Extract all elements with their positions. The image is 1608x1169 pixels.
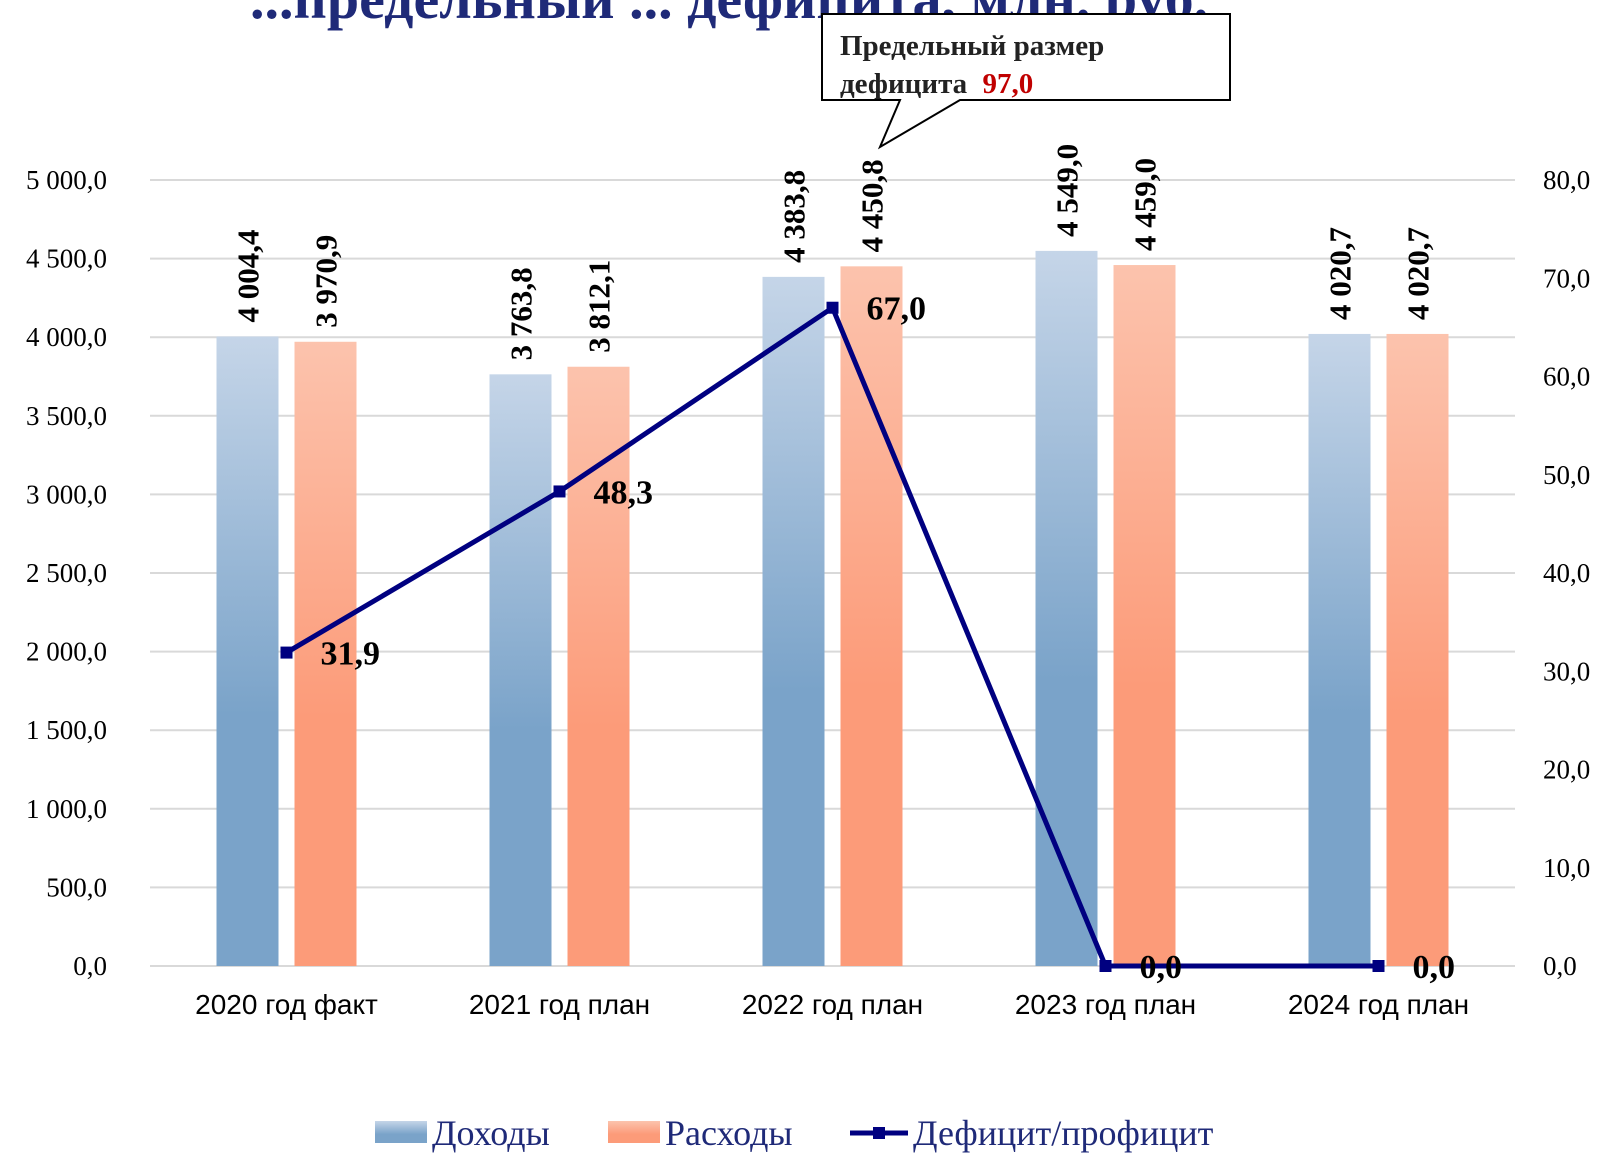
- deficit-callout: Предельный размер дефицита 97,0: [821, 13, 1231, 150]
- category-label: 2020 год факт: [195, 989, 378, 1020]
- deficit-value-label: 0,0: [1140, 949, 1183, 986]
- deficit-value-label: 31,9: [321, 636, 381, 673]
- bar-labels: 4 004,4 3 970,9 3 763,8 3 812,1 4 383,8 4 450…: [231, 144, 1436, 360]
- category-label: 2024 год план: [1288, 989, 1469, 1020]
- deficit-marker: [1372, 960, 1385, 972]
- left-tick-label: 0,0: [73, 951, 107, 981]
- deficit-marker: [1099, 960, 1112, 972]
- right-tick-label: 60,0: [1543, 362, 1590, 392]
- left-tick-label: 2 000,0: [26, 637, 107, 667]
- right-tick-label: 10,0: [1543, 853, 1590, 883]
- right-axis: 0,0 10,0 20,0 30,0 40,0 50,0 60,0 70,0 80,0: [1543, 165, 1590, 981]
- left-tick-label: 2 500,0: [26, 558, 107, 588]
- left-tick-label: 1 000,0: [26, 794, 107, 824]
- bar-expense-label: 4 450,8: [855, 159, 890, 252]
- legend-line-marker: [873, 1127, 885, 1139]
- bars: [216, 250, 1449, 967]
- callout-box: [821, 13, 1231, 150]
- bar-income: [489, 374, 552, 966]
- left-tick-label: 5 000,0: [26, 165, 107, 195]
- legend: Доходы Расходы Дефицит/профицит: [375, 1113, 1214, 1153]
- right-tick-label: 30,0: [1543, 656, 1590, 686]
- legend-deficit: Дефицит/профицит: [913, 1113, 1214, 1153]
- right-tick-label: 80,0: [1543, 165, 1590, 195]
- category-labels: 2020 год факт 2021 год план 2022 год план 2…: [195, 989, 1469, 1020]
- bar-income: [1035, 250, 1098, 966]
- bar-income-label: 4 383,8: [777, 170, 812, 263]
- right-tick-label: 40,0: [1543, 558, 1590, 588]
- deficit-marker: [280, 646, 293, 659]
- bar-income: [1308, 333, 1371, 967]
- bar-expense: [1113, 265, 1176, 967]
- category-label: 2021 год план: [469, 989, 650, 1020]
- gridlines: [150, 179, 1515, 967]
- bar-expense-label: 4 020,7: [1401, 227, 1436, 320]
- bar-income-label: 3 763,8: [504, 267, 539, 360]
- category-label: 2022 год план: [742, 989, 923, 1020]
- deficit-marker: [553, 485, 566, 498]
- legend-swatch-income: [375, 1121, 427, 1143]
- deficit-value-label: 48,3: [594, 474, 654, 511]
- bar-expense-label: 3 970,9: [309, 235, 344, 328]
- deficit-value-label: 67,0: [867, 291, 927, 328]
- deficit-marker: [826, 301, 839, 314]
- bar-income-label: 4 020,7: [1323, 227, 1358, 320]
- right-tick-label: 20,0: [1543, 755, 1590, 785]
- left-tick-label: 3 000,0: [26, 479, 107, 509]
- left-tick-label: 1 500,0: [26, 715, 107, 745]
- deficit-value-label: 0,0: [1413, 949, 1456, 986]
- bar-expense-label: 4 459,0: [1128, 158, 1163, 251]
- category-label: 2023 год план: [1015, 989, 1196, 1020]
- callout-line1: Предельный размер: [840, 30, 1104, 62]
- bar-income: [216, 336, 279, 967]
- legend-expense: Расходы: [665, 1113, 793, 1153]
- bar-income-label: 4 549,0: [1050, 144, 1085, 237]
- bar-expense: [840, 266, 903, 966]
- callout-prefix: дефицита: [840, 68, 968, 100]
- right-tick-label: 50,0: [1543, 460, 1590, 490]
- left-tick-label: 3 500,0: [26, 401, 107, 431]
- legend-swatch-expense: [608, 1121, 660, 1143]
- callout-line2: дефицита 97,0: [840, 68, 1033, 100]
- deficit-line: [280, 301, 1385, 972]
- left-axis: 0,0 500,0 1 000,0 1 500,0 2 000,0 2 500,0 3 00…: [26, 165, 107, 981]
- bar-expense: [1386, 333, 1449, 967]
- bar-income-label: 4 004,4: [231, 230, 266, 323]
- bar-income: [762, 276, 825, 966]
- deficit-polyline: [285, 303, 1379, 969]
- bar-expense: [294, 341, 357, 966]
- callout-value: 97,0: [982, 68, 1033, 100]
- deficit-labels: 31,9 48,3 67,0 0,0 0,0: [321, 291, 1456, 986]
- left-tick-label: 4 000,0: [26, 322, 107, 352]
- right-tick-label: 0,0: [1543, 951, 1577, 981]
- bar-expense: [567, 366, 630, 966]
- left-tick-label: 500,0: [46, 872, 107, 902]
- right-tick-label: 70,0: [1543, 263, 1590, 293]
- left-tick-label: 4 500,0: [26, 244, 107, 274]
- legend-income: Доходы: [432, 1113, 550, 1153]
- bar-expense-label: 3 812,1: [582, 260, 617, 353]
